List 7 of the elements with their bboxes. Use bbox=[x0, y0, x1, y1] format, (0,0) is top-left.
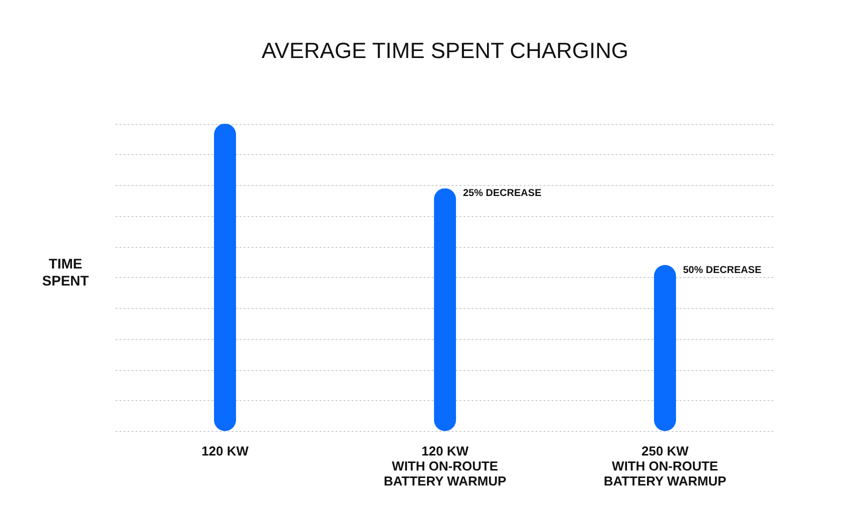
x-tick-label: 250 KW WITH ON-ROUTE BATTERY WARMUP bbox=[604, 444, 727, 488]
chart-title: AVERAGE TIME SPENT CHARGING bbox=[262, 38, 628, 63]
x-tick-label: 120 KW WITH ON-ROUTE BATTERY WARMUP bbox=[384, 444, 507, 488]
x-tick-label: 120 KW bbox=[202, 444, 250, 458]
y-axis-title: TIME SPENT bbox=[42, 256, 90, 288]
annotation: 50% DECREASE bbox=[683, 265, 762, 276]
annotation: 25% DECREASE bbox=[463, 188, 542, 200]
